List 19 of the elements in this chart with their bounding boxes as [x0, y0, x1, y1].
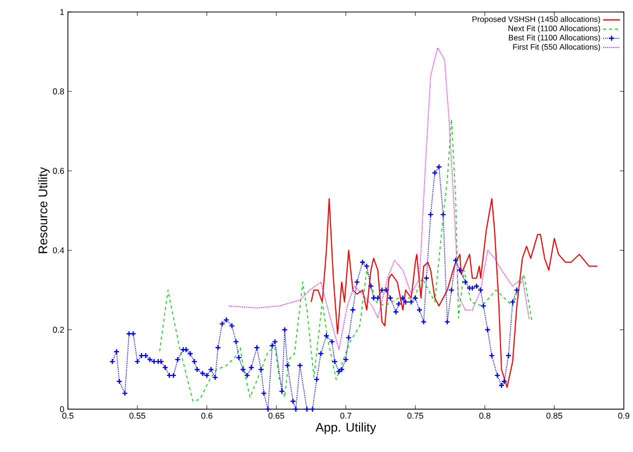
x-tick-label: 0.5 [62, 412, 74, 419]
x-tick-label: 0.6 [201, 412, 212, 419]
y-tick-label: 0.2 [52, 326, 64, 333]
x-tick-label: 0.7 [340, 412, 352, 419]
x-tick-label: 0.8 [479, 412, 490, 419]
x-tick-label: 0.85 [546, 412, 562, 419]
x-axis-title: App. Utility [316, 422, 376, 434]
y-tick-label: 0.4 [52, 247, 64, 254]
y-axis-title: Resource Utility [38, 167, 50, 254]
line-series [159, 118, 533, 402]
line-series [310, 198, 598, 388]
x-tick-label: 0.75 [407, 412, 424, 419]
y-tick-label: 1 [60, 9, 64, 15]
x-tick-label: 0.9 [618, 412, 630, 419]
y-tick-label: 0.8 [52, 88, 64, 94]
y-tick-label: 0 [60, 406, 64, 412]
y-tick-label: 0.6 [52, 168, 64, 174]
x-tick-label: 0.65 [268, 412, 284, 419]
x-tick-label: 0.55 [129, 412, 146, 419]
